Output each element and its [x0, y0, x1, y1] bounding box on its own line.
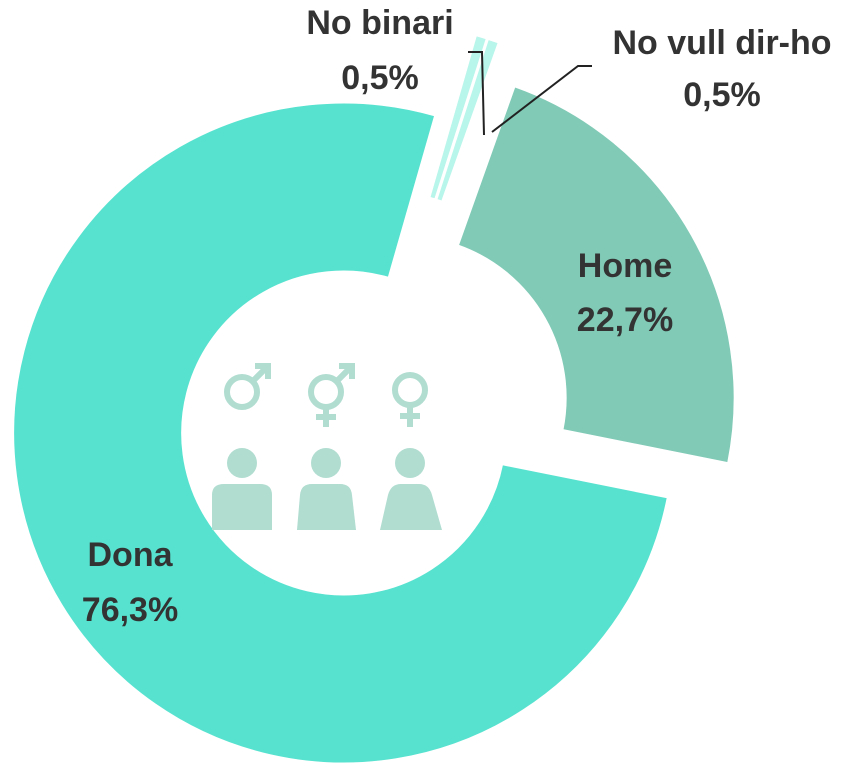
slice-value-label: 76,3%	[82, 591, 178, 629]
slice-value-label: 0,5%	[683, 76, 761, 114]
female-symbol	[400, 405, 420, 427]
slice-label: No vull dir-ho	[612, 24, 831, 62]
male-symbol	[250, 363, 271, 384]
person-icon	[395, 448, 425, 478]
slice-label: Dona	[88, 536, 174, 574]
leader-lines	[468, 51, 592, 136]
slice-label: No binari	[306, 4, 453, 42]
gender-icons	[212, 363, 442, 530]
donut-slice	[429, 35, 487, 200]
donut-slice	[13, 102, 668, 764]
person-icon	[297, 484, 356, 530]
person-icon	[380, 484, 442, 530]
slice-label: Home	[578, 247, 672, 285]
person-icon	[311, 448, 341, 478]
leader-line	[468, 51, 485, 136]
trans-symbol	[316, 363, 355, 427]
trans-symbol	[308, 374, 344, 410]
female-symbol	[392, 372, 428, 408]
donut-slice	[457, 86, 735, 464]
person-icon	[227, 448, 257, 478]
male-symbol	[224, 374, 260, 410]
slices	[13, 35, 735, 764]
slice-value-label: 22,7%	[577, 301, 673, 339]
person-icon	[212, 484, 272, 530]
slice-value-label: 0,5%	[341, 59, 419, 97]
leader-line	[491, 65, 592, 133]
